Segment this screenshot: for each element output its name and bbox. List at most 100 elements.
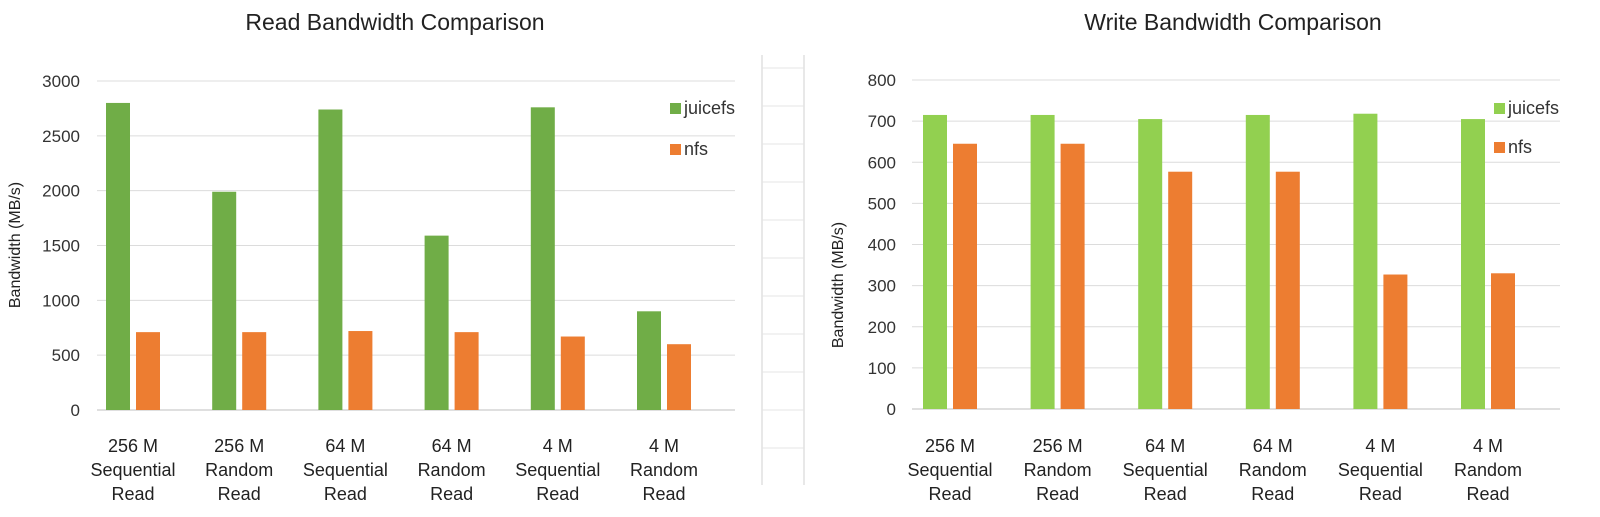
x-tick-label: 64 M Sequential Read bbox=[1123, 436, 1208, 504]
x-tick-label-line: Sequential bbox=[1123, 460, 1208, 480]
x-tick-label-line: Sequential bbox=[907, 460, 992, 480]
y-axis-label: Bandwidth (MB/s) bbox=[7, 182, 24, 308]
bar-juicefs bbox=[1461, 119, 1485, 409]
bar-juicefs bbox=[530, 107, 555, 410]
y-tick-label: 0 bbox=[71, 401, 80, 420]
bar-nfs bbox=[560, 336, 585, 410]
bar-nfs bbox=[242, 332, 267, 410]
bars bbox=[106, 102, 691, 410]
x-tick-label-line: Sequential bbox=[1338, 460, 1423, 480]
y-axis-label: Bandwidth (MB/s) bbox=[830, 222, 847, 348]
x-tick-label: 256 M Random Read bbox=[205, 436, 273, 504]
y-tick-label: 400 bbox=[868, 236, 896, 255]
x-tick-label-line: Random bbox=[630, 460, 698, 480]
legend-swatch bbox=[1494, 142, 1505, 153]
x-tick-label-line: 4 M bbox=[543, 436, 573, 456]
x-tick-label-line: Random bbox=[1024, 460, 1092, 480]
bar-juicefs bbox=[923, 114, 947, 410]
x-tick-label-line: 4 M bbox=[1365, 436, 1395, 456]
x-tick-label-line: Read bbox=[1466, 484, 1509, 504]
x-tick-label-line: Read bbox=[324, 484, 367, 504]
x-tick-label: 64 M Random Read bbox=[418, 436, 486, 504]
legend-label: juicefs bbox=[1507, 98, 1559, 118]
x-tick-label: 256 M Random Read bbox=[1024, 436, 1092, 504]
bar-nfs bbox=[1383, 274, 1408, 409]
bar-juicefs bbox=[1353, 113, 1378, 409]
x-tick-label-line: 4 M bbox=[649, 436, 679, 456]
y-tick-labels: 0 500 1000 1500 2000 2500 3000 bbox=[42, 72, 80, 420]
x-tick-label-line: Read bbox=[1144, 484, 1187, 504]
y-tick-label: 2000 bbox=[42, 182, 80, 201]
x-tick-label-line: 64 M bbox=[432, 436, 472, 456]
x-tick-labels: 256 M Sequential Read 256 M Random Read 64 M Se… bbox=[90, 436, 698, 504]
y-tick-label: 200 bbox=[868, 318, 896, 337]
y-tick-label: 300 bbox=[868, 277, 896, 296]
x-tick-label-line: 4 M bbox=[1473, 436, 1503, 456]
bar-nfs bbox=[667, 344, 691, 410]
x-tick-label-line: 256 M bbox=[925, 436, 975, 456]
y-tick-label: 700 bbox=[868, 112, 896, 131]
bar-juicefs bbox=[637, 311, 661, 410]
bar-nfs bbox=[348, 331, 373, 410]
x-tick-label-line: Random bbox=[1454, 460, 1522, 480]
x-tick-label-line: 256 M bbox=[214, 436, 264, 456]
x-tick-label-line: Read bbox=[1359, 484, 1402, 504]
bars bbox=[923, 113, 1515, 410]
divider-grid bbox=[761, 55, 805, 485]
y-tick-label: 3000 bbox=[42, 72, 80, 91]
bar-juicefs bbox=[1030, 114, 1055, 410]
x-tick-label: 4 M Random Read bbox=[630, 436, 698, 504]
x-tick-label: 4 M Random Read bbox=[1454, 436, 1522, 504]
legend-swatch bbox=[670, 144, 681, 155]
y-tick-label: 0 bbox=[887, 400, 896, 419]
x-tick-label-line: 64 M bbox=[1253, 436, 1293, 456]
bar-nfs bbox=[1168, 171, 1193, 409]
grid-lines bbox=[97, 80, 735, 411]
x-tick-label: 256 M Sequential Read bbox=[907, 436, 992, 504]
legend-label: nfs bbox=[1508, 137, 1532, 157]
x-tick-label: 4 M Sequential Read bbox=[1338, 436, 1423, 504]
y-tick-label: 500 bbox=[868, 194, 896, 213]
legend-swatch bbox=[670, 103, 681, 114]
legend-label: juicefs bbox=[683, 98, 735, 118]
y-tick-label: 1500 bbox=[42, 237, 80, 256]
bar-juicefs bbox=[318, 109, 343, 410]
chart-title: Read Bandwidth Comparison bbox=[245, 9, 544, 35]
x-tick-label-line: Read bbox=[218, 484, 261, 504]
bar-juicefs bbox=[212, 191, 237, 410]
read-bandwidth-chart: Read Bandwidth Comparison Bandwidth (MB/… bbox=[7, 9, 735, 504]
x-tick-label-line: Sequential bbox=[90, 460, 175, 480]
x-tick-label-line: Read bbox=[928, 484, 971, 504]
x-tick-label: 64 M Random Read bbox=[1239, 436, 1307, 504]
y-tick-label: 800 bbox=[868, 71, 896, 90]
grid-lines bbox=[912, 79, 1560, 410]
x-tick-label-line: Random bbox=[1239, 460, 1307, 480]
bar-nfs bbox=[454, 332, 479, 410]
bar-nfs bbox=[136, 332, 160, 410]
y-tick-label: 600 bbox=[868, 153, 896, 172]
x-tick-label-line: Read bbox=[536, 484, 579, 504]
x-tick-label-line: 256 M bbox=[1033, 436, 1083, 456]
y-tick-label: 500 bbox=[52, 346, 80, 365]
y-tick-labels: 0 100 200 300 400 500 600 700 800 bbox=[868, 71, 896, 419]
y-tick-label: 1000 bbox=[42, 291, 80, 310]
x-tick-label-line: 64 M bbox=[1145, 436, 1185, 456]
chart-title: Write Bandwidth Comparison bbox=[1084, 9, 1381, 35]
bar-juicefs bbox=[1245, 114, 1270, 410]
write-bandwidth-chart: Write Bandwidth Comparison Bandwidth (MB… bbox=[830, 9, 1560, 504]
bar-nfs bbox=[1060, 143, 1085, 409]
bar-nfs bbox=[953, 143, 977, 409]
x-tick-label-line: 256 M bbox=[108, 436, 158, 456]
x-tick-label-line: Sequential bbox=[515, 460, 600, 480]
y-tick-label: 2500 bbox=[42, 127, 80, 146]
x-tick-label-line: Random bbox=[205, 460, 273, 480]
legend-label: nfs bbox=[684, 139, 708, 159]
x-tick-label: 64 M Sequential Read bbox=[303, 436, 388, 504]
y-tick-label: 100 bbox=[868, 359, 896, 378]
x-tick-label: 4 M Sequential Read bbox=[515, 436, 600, 504]
legend-swatch bbox=[1494, 103, 1505, 114]
x-tick-label-line: Read bbox=[430, 484, 473, 504]
bar-juicefs bbox=[1138, 119, 1163, 409]
x-tick-label-line: Read bbox=[642, 484, 685, 504]
